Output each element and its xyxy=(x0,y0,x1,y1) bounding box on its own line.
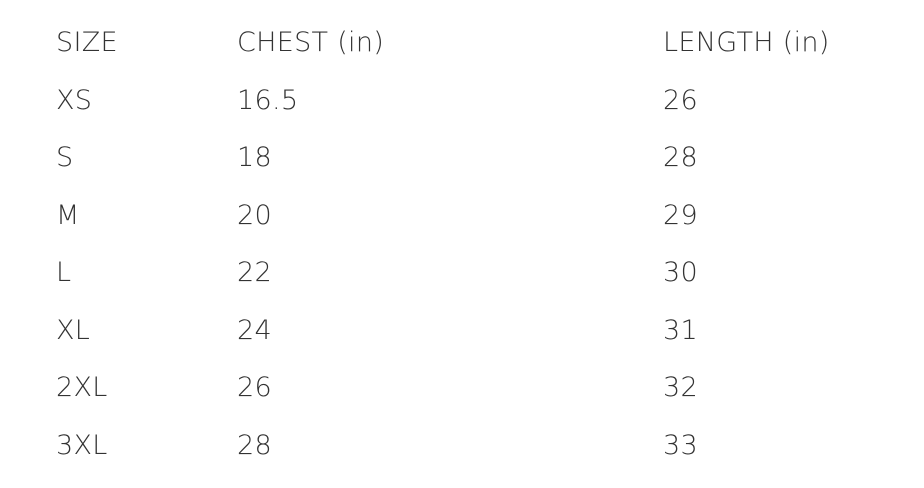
size-cell: M xyxy=(56,199,80,231)
table-header-row: SIZE CHEST (in) LENGTH (in) xyxy=(0,14,924,71)
table-row: S 18 28 xyxy=(0,129,924,186)
length-cell: 30 xyxy=(663,257,698,288)
chest-cell: 22 xyxy=(237,257,272,288)
table-row: 2XL 26 32 xyxy=(0,359,924,416)
chest-cell: 16.5 xyxy=(237,84,299,116)
chest-cell: 28 xyxy=(237,429,272,461)
table-row: XL 24 31 xyxy=(0,302,924,359)
length-cell: 26 xyxy=(663,84,698,116)
table-row: 3XL 28 33 xyxy=(0,417,924,474)
table-row: XS 16.5 26 xyxy=(0,72,924,129)
size-cell: XS xyxy=(56,84,93,116)
table-row: L 22 30 xyxy=(0,244,924,301)
chest-cell: 24 xyxy=(237,314,272,346)
header-length: LENGTH (in) xyxy=(663,27,830,58)
length-cell: 33 xyxy=(663,429,698,461)
size-cell: L xyxy=(56,257,72,288)
header-size: SIZE xyxy=(56,27,118,58)
chest-cell: 26 xyxy=(237,372,272,403)
length-cell: 32 xyxy=(663,372,698,403)
chest-cell: 18 xyxy=(237,142,272,173)
size-cell: 2XL xyxy=(56,372,108,403)
table-row: M 20 29 xyxy=(0,187,924,244)
length-cell: 29 xyxy=(663,199,698,231)
size-cell: XL xyxy=(56,314,91,346)
length-cell: 31 xyxy=(663,314,698,346)
size-cell: S xyxy=(56,142,74,173)
size-cell: 3XL xyxy=(56,429,108,461)
chest-cell: 20 xyxy=(237,199,272,231)
header-chest: CHEST (in) xyxy=(237,27,385,58)
length-cell: 28 xyxy=(663,142,698,173)
